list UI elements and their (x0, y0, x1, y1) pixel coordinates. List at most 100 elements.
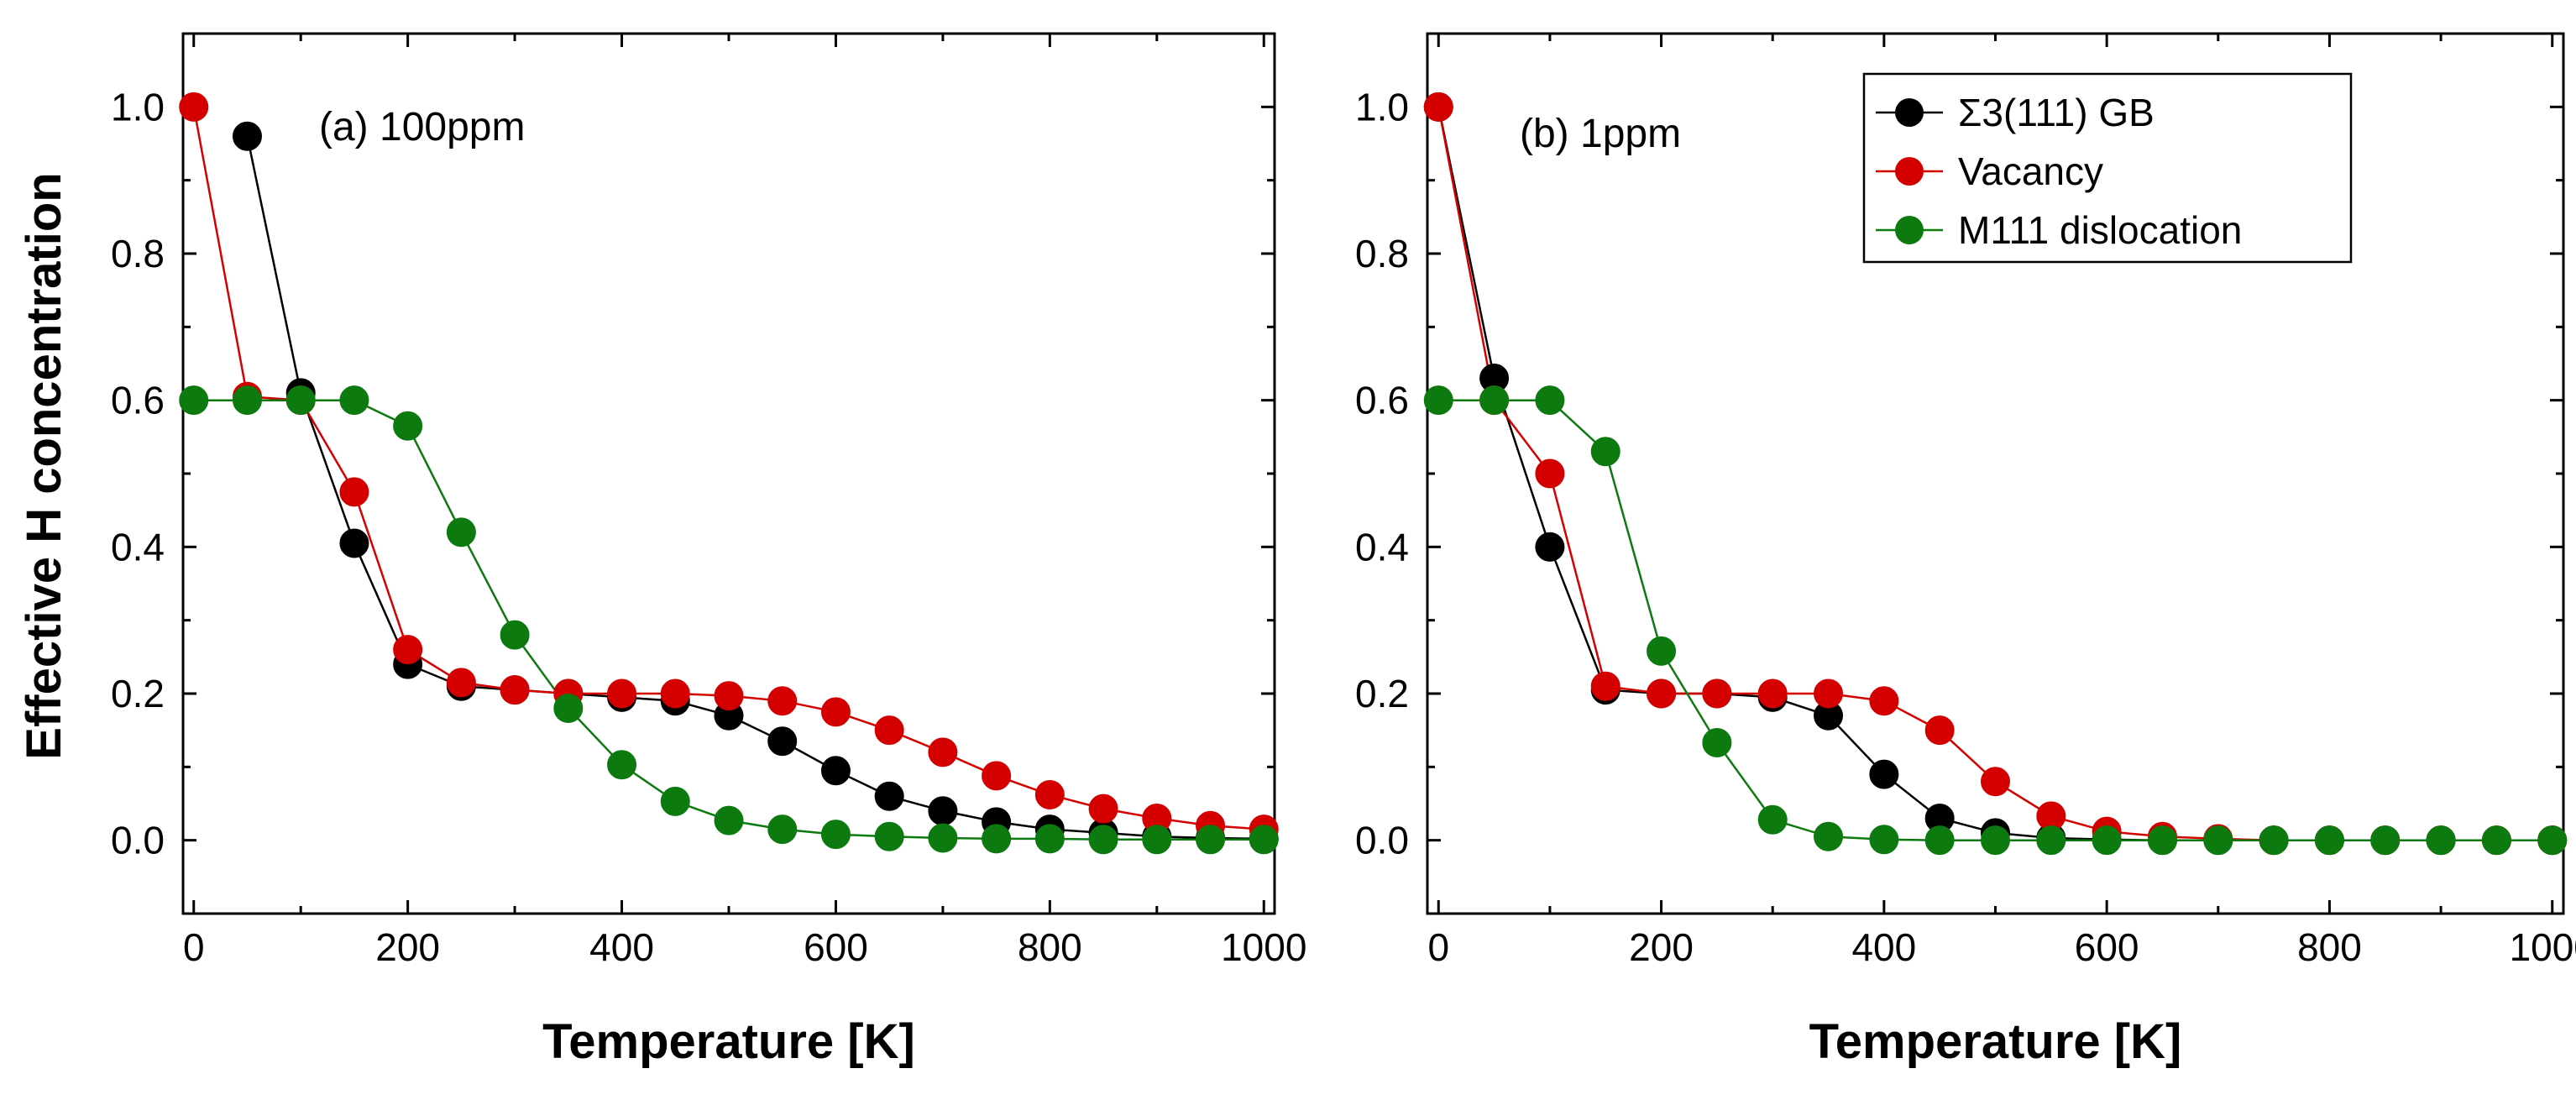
legend: Σ3(111) GB Vacancy M111 dislocation (1862, 72, 2353, 264)
data-point-b-1 (1869, 686, 1899, 716)
data-point-a-2 (928, 823, 958, 853)
data-point-a-1 (660, 678, 690, 709)
data-point-a-1 (1088, 794, 1118, 824)
data-point-b-2 (1869, 825, 1899, 855)
data-point-b-0 (1869, 759, 1899, 789)
y-tick-label-b: 0.8 (1355, 232, 1409, 275)
data-point-a-1 (820, 697, 851, 727)
data-point-a-1 (874, 715, 904, 746)
series-line-a-2 (193, 399, 1264, 841)
data-point-b-1 (1423, 92, 1453, 122)
data-point-b-2 (1647, 636, 1677, 666)
data-point-a-1 (982, 761, 1012, 791)
y-tick-label-a: 0.8 (111, 232, 165, 275)
data-point-a-2 (393, 411, 423, 441)
data-point-a-1 (446, 668, 476, 698)
data-point-b-2 (2481, 825, 2511, 856)
x-tick-label-b: 0 (1427, 925, 1449, 969)
data-point-a-1 (714, 681, 744, 711)
data-point-b-2 (1423, 385, 1453, 416)
data-point-a-2 (179, 385, 209, 416)
panel-b-chart: 0 200 400 600 800 1000 0.0 0.2 0.4 0.6 0.8 1.0 Tempe… (1355, 32, 2576, 1069)
data-point-a-2 (553, 693, 584, 723)
data-point-b-2 (1702, 728, 1732, 758)
data-point-b-1 (1757, 678, 1788, 709)
data-point-b-2 (1590, 437, 1620, 467)
data-point-b-2 (2426, 825, 2456, 856)
data-point-a-1 (928, 737, 958, 767)
y-tick-label-b: 0.6 (1355, 379, 1409, 422)
data-point-b-1 (1590, 671, 1620, 701)
data-point-b-1 (1535, 458, 1565, 489)
data-point-a-1 (393, 635, 423, 665)
data-point-b-2 (1757, 804, 1788, 835)
data-point-b-2 (1924, 825, 1955, 856)
data-point-a-0 (339, 528, 369, 558)
data-point-b-2 (2203, 825, 2233, 856)
data-point-b-2 (2314, 825, 2344, 856)
data-point-b-2 (1535, 385, 1565, 416)
plot-frame-a (181, 32, 1276, 915)
x-tick-label-b: 1000 (2510, 925, 2576, 969)
data-point-a-2 (446, 517, 476, 547)
data-point-b-2 (2036, 825, 2066, 856)
data-point-b-1 (1981, 767, 2010, 797)
data-point-b-2 (2147, 825, 2177, 856)
legend-marker (1895, 98, 1924, 127)
x-tick-label-a: 200 (375, 925, 440, 969)
data-point-a-0 (767, 726, 798, 757)
data-point-b-1 (1814, 678, 1844, 709)
data-point-a-0 (928, 796, 958, 826)
data-point-a-1 (339, 477, 369, 507)
legend-marker (1895, 157, 1924, 186)
data-point-a-2 (714, 805, 744, 835)
data-point-a-1 (767, 686, 798, 716)
y-tick-label-a: 0.2 (111, 672, 165, 715)
data-point-b-1 (1702, 678, 1732, 709)
x-tick-label-a: 600 (804, 925, 868, 969)
data-point-b-2 (2370, 825, 2401, 856)
data-point-b-2 (2537, 825, 2568, 856)
x-tick-label-a: 400 (589, 925, 654, 969)
x-axis-title-a: Temperature [K] (542, 1014, 915, 1069)
legend-box (1862, 72, 2353, 264)
x-tick-label-b: 200 (1629, 925, 1694, 969)
data-point-a-2 (285, 385, 316, 416)
data-point-a-2 (339, 385, 369, 416)
x-tick-label-a: 0 (183, 925, 205, 969)
data-point-a-2 (607, 750, 637, 780)
data-point-a-2 (874, 821, 904, 851)
data-point-b-2 (2092, 825, 2122, 856)
data-point-a-2 (1196, 825, 1226, 855)
y-tick-label-b: 1.0 (1355, 85, 1409, 128)
data-point-a-2 (1034, 824, 1065, 854)
data-point-a-2 (1249, 825, 1279, 855)
data-point-a-2 (660, 786, 690, 816)
x-tick-label-b: 800 (2297, 925, 2362, 969)
y-tick-label-b: 0.0 (1355, 819, 1409, 862)
data-point-a-2 (232, 385, 262, 416)
data-point-a-1 (179, 92, 209, 122)
data-point-a-1 (500, 675, 530, 705)
y-tick-label-a: 1.0 (111, 85, 165, 128)
data-point-b-1 (1647, 678, 1677, 709)
data-point-b-2 (1479, 385, 1510, 416)
data-point-a-0 (874, 781, 904, 811)
data-point-a-2 (500, 620, 530, 650)
x-axis-title-b: Temperature [K] (1809, 1014, 2182, 1069)
legend-label: Σ3(111) GB (1958, 91, 2155, 134)
data-point-a-0 (820, 756, 851, 786)
data-point-a-2 (982, 824, 1012, 854)
y-tick-label-a: 0.0 (111, 819, 165, 862)
data-point-b-2 (2259, 825, 2289, 856)
data-point-a-2 (820, 820, 851, 850)
data-point-a-2 (1142, 825, 1172, 855)
x-tick-label-b: 400 (1851, 925, 1916, 969)
data-point-a-0 (232, 121, 262, 151)
y-tick-label-b: 0.2 (1355, 672, 1409, 715)
panel-label-b: (b) 1ppm (1520, 112, 1681, 156)
data-point-a-2 (767, 815, 798, 845)
panel-label-a: (a) 100ppm (319, 105, 525, 149)
y-tick-label-a: 0.6 (111, 379, 165, 422)
